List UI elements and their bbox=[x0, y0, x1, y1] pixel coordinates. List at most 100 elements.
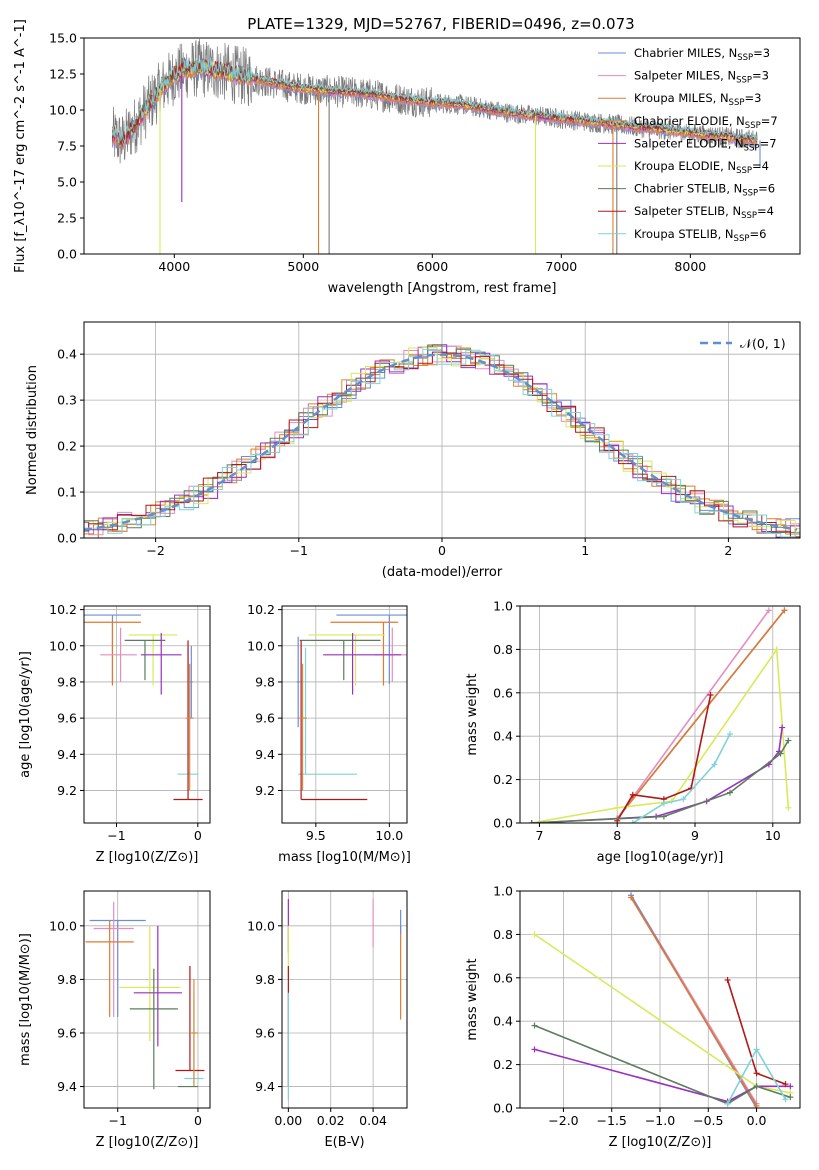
age-vs-z-panel: −1 0 9.2 9.4 9.6 9.8 10.0 10.2 Z [log10(Z/Z⊙)] ag… bbox=[18, 602, 211, 865]
figure-title: PLATE=1329, MJD=52767, FIBERID=0496, z=0… bbox=[247, 15, 634, 33]
residual-histogram bbox=[84, 344, 800, 538]
y-tick-label: 10.2 bbox=[49, 602, 77, 617]
x-axis-label: mass [log10(M/M⊙)] bbox=[278, 850, 411, 865]
errorbar-plot-area bbox=[84, 614, 203, 801]
residual-histogram bbox=[84, 348, 800, 538]
legend-label: Kroupa STELIB, NSSP=6 bbox=[634, 227, 766, 244]
x-tick-label: 10 bbox=[765, 828, 781, 843]
mw-vs-age-panel: 7 8 9 10 0.0 0.2 0.4 0.6 0.8 1.0 age [log10(age/yr… bbox=[465, 599, 801, 865]
residual-histogram bbox=[84, 345, 800, 538]
x-axis-label: Z [log10(Z/Z⊙)] bbox=[96, 1135, 199, 1150]
legend-label: 𝒩(0, 1) bbox=[740, 336, 786, 351]
x-tick-label: 0.0 bbox=[747, 1113, 767, 1128]
y-tick-label: 0.4 bbox=[493, 729, 513, 744]
x-tick-label: 10.0 bbox=[375, 828, 403, 843]
y-tick-label: 9.8 bbox=[57, 972, 77, 987]
y-tick-label: 10.0 bbox=[49, 918, 77, 933]
y-tick-label: 0.0 bbox=[493, 816, 513, 831]
y-tick-label: 0.6 bbox=[493, 685, 513, 700]
x-tick-label: 0 bbox=[194, 1113, 202, 1128]
legend-label: Salpeter STELIB, NSSP=4 bbox=[634, 204, 774, 221]
y-tick-label: 0.2 bbox=[493, 1057, 513, 1072]
y-axis-label: Normed distribution bbox=[25, 365, 40, 495]
y-axis-label: Flux [f_λ10^-17 erg cm^-2 s^-1 A^-1] bbox=[13, 19, 28, 273]
y-tick-label: 1.0 bbox=[493, 599, 513, 614]
y-tick-label: 9.4 bbox=[57, 747, 77, 762]
model-spectrum-line bbox=[111, 58, 758, 144]
age-vs-mass-panel: 9.5 10.0 9.2 9.4 9.6 9.8 10.0 10.2 mass [log10(M… bbox=[247, 602, 411, 865]
axes-frame bbox=[519, 605, 801, 824]
y-tick-label: 0.0 bbox=[57, 531, 77, 546]
y-tick-label: 0.0 bbox=[57, 247, 77, 262]
y-tick-label: 9.8 bbox=[255, 674, 275, 689]
normed-plot-area bbox=[84, 344, 800, 538]
y-tick-label: 0.1 bbox=[57, 485, 77, 500]
spectrum-panel: 4000 5000 6000 7000 8000 0.0 2.5 5.0 7.5 10.0 12.5… bbox=[13, 19, 801, 296]
mass-weight-plot-area bbox=[531, 892, 794, 1108]
x-tick-label: 0.00 bbox=[274, 1113, 302, 1128]
x-axis-label: age [log10(age/yr)] bbox=[597, 850, 724, 865]
x-axis-label: Z [log10(Z/Z⊙)] bbox=[96, 850, 199, 865]
y-tick-label: 2.5 bbox=[57, 211, 77, 226]
axes-frame bbox=[83, 605, 211, 824]
x-tick-label: 7 bbox=[535, 828, 543, 843]
axes-frame bbox=[281, 605, 408, 824]
residual-histogram bbox=[84, 344, 800, 534]
y-tick-label: 9.6 bbox=[57, 1025, 77, 1040]
y-tick-label: 9.2 bbox=[255, 783, 275, 798]
y-tick-label: 9.2 bbox=[57, 783, 77, 798]
x-axis-label: E(B-V) bbox=[324, 1135, 364, 1150]
y-tick-label: 10.0 bbox=[49, 103, 77, 118]
x-tick-label: 8000 bbox=[674, 259, 706, 274]
y-axis-label: mass weight bbox=[465, 958, 480, 1040]
normed-panel: −2 −1 0 1 2 0.0 0.1 0.2 0.3 0.4 (data-model)/error… bbox=[25, 321, 801, 580]
y-tick-label: 0.6 bbox=[493, 970, 513, 985]
y-tick-label: 1.0 bbox=[493, 884, 513, 899]
errorbar-plot-area bbox=[287, 899, 402, 1100]
spectrum-legend: Chabrier MILES, NSSP=3 Salpeter MILES, NS… bbox=[598, 46, 778, 244]
mass-weight-line bbox=[616, 609, 770, 820]
x-tick-label: 6000 bbox=[416, 259, 448, 274]
x-tick-label: −1.5 bbox=[597, 1113, 627, 1128]
legend-label: Chabrier MILES, NSSP=3 bbox=[634, 46, 770, 63]
y-tick-label: 0.3 bbox=[57, 393, 77, 408]
mw-vs-z-panel: −2.0 −1.5 −1.0 −0.5 0.0 0.0 0.2 0.4 0.6 0.8 1.0 Z [… bbox=[465, 884, 801, 1150]
x-tick-label: 8 bbox=[613, 828, 621, 843]
x-tick-label: 0 bbox=[438, 543, 446, 558]
mass-weight-line bbox=[616, 609, 786, 820]
y-tick-label: 9.4 bbox=[255, 1079, 275, 1094]
x-tick-label: 9 bbox=[691, 828, 699, 843]
normal-curve bbox=[84, 353, 798, 532]
y-tick-label: 9.6 bbox=[255, 711, 275, 726]
y-tick-label: 12.5 bbox=[49, 67, 77, 82]
mass-vs-ebv-panel: 0.00 0.02 0.04 9.4 9.6 9.8 10.0 E(B-V) bbox=[247, 890, 408, 1150]
y-tick-label: 0.0 bbox=[493, 1101, 513, 1116]
x-tick-label: −1 bbox=[290, 543, 308, 558]
x-tick-label: 0.04 bbox=[359, 1113, 387, 1128]
legend-label: Chabrier STELIB, NSSP=6 bbox=[634, 182, 775, 199]
y-tick-label: 0.4 bbox=[57, 347, 77, 362]
y-tick-label: 0.8 bbox=[493, 927, 513, 942]
y-tick-label: 7.5 bbox=[57, 139, 77, 154]
axes-frame bbox=[83, 890, 211, 1109]
spectrum-plot-area bbox=[111, 38, 761, 254]
y-axis-label: mass weight bbox=[465, 673, 480, 755]
errorbar-plot-area bbox=[296, 614, 407, 801]
x-tick-label: 0.02 bbox=[317, 1113, 345, 1128]
y-tick-label: 9.4 bbox=[57, 1079, 77, 1094]
x-axis-label: Z [log10(Z/Z⊙)] bbox=[609, 1135, 712, 1150]
y-tick-label: 0.8 bbox=[493, 642, 513, 657]
mass-weight-line bbox=[531, 740, 789, 823]
errorbar-plot-area bbox=[85, 901, 205, 1090]
x-tick-label: 9.5 bbox=[306, 828, 326, 843]
axes-frame bbox=[281, 890, 408, 1109]
y-tick-label: 9.6 bbox=[255, 1025, 275, 1040]
legend-label: Salpeter MILES, NSSP=3 bbox=[634, 69, 769, 86]
y-tick-label: 15.0 bbox=[49, 31, 77, 46]
mass-weight-line bbox=[534, 1024, 791, 1105]
y-tick-label: 9.6 bbox=[57, 711, 77, 726]
legend-label: Salpeter ELODIE, NSSP=7 bbox=[634, 136, 777, 153]
mass-weight-line bbox=[534, 1048, 791, 1103]
x-tick-label: 5000 bbox=[287, 259, 319, 274]
